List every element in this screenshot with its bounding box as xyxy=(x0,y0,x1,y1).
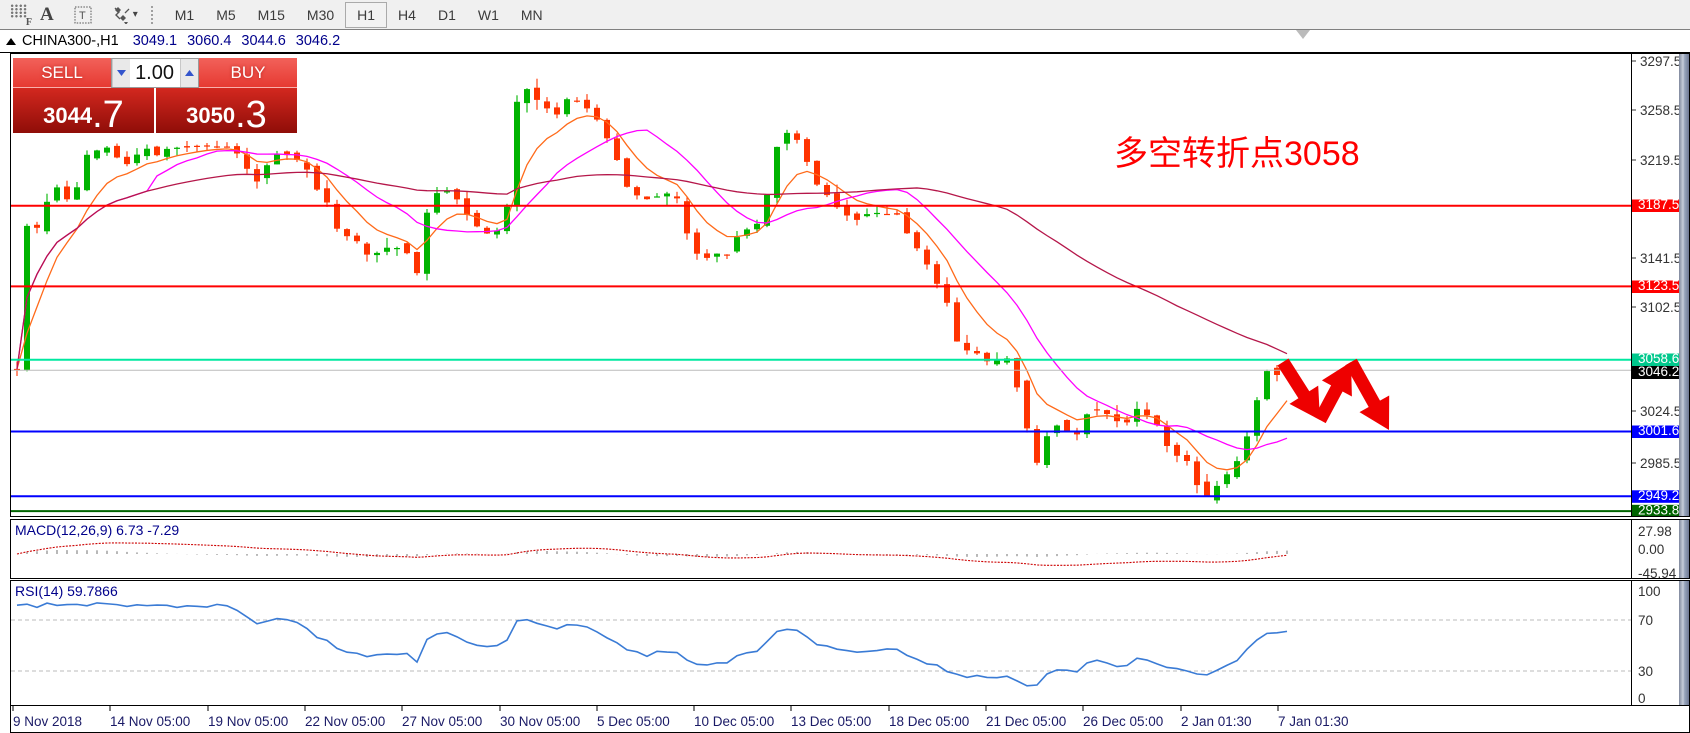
svg-text:多空转折点3058: 多空转折点3058 xyxy=(1114,135,1360,173)
svg-text:3001.6: 3001.6 xyxy=(1638,423,1679,438)
svg-text:14 Nov 05:00: 14 Nov 05:00 xyxy=(110,714,190,729)
svg-text:3297.5: 3297.5 xyxy=(1640,54,1681,69)
svg-text:3102.5: 3102.5 xyxy=(1640,300,1681,315)
svg-text:0: 0 xyxy=(1638,691,1646,706)
svg-text:3258.5: 3258.5 xyxy=(1640,103,1681,118)
svg-text:0.00: 0.00 xyxy=(1638,542,1664,557)
svg-text:2985.5: 2985.5 xyxy=(1640,456,1681,471)
svg-text:3187.5: 3187.5 xyxy=(1638,197,1679,212)
svg-text:21 Dec 05:00: 21 Dec 05:00 xyxy=(986,714,1066,729)
svg-text:100: 100 xyxy=(1638,584,1661,599)
svg-text:70: 70 xyxy=(1638,613,1653,628)
svg-text:30: 30 xyxy=(1638,664,1653,679)
svg-text:3046.2: 3046.2 xyxy=(1638,364,1679,379)
svg-text:22 Nov 05:00: 22 Nov 05:00 xyxy=(305,714,385,729)
svg-text:10 Dec 05:00: 10 Dec 05:00 xyxy=(694,714,774,729)
svg-text:30 Nov 05:00: 30 Nov 05:00 xyxy=(500,714,580,729)
svg-text:3141.5: 3141.5 xyxy=(1640,251,1681,266)
svg-text:3219.5: 3219.5 xyxy=(1640,153,1681,168)
svg-text:27 Nov 05:00: 27 Nov 05:00 xyxy=(402,714,482,729)
svg-text:-45.94: -45.94 xyxy=(1638,566,1677,579)
svg-text:19 Nov 05:00: 19 Nov 05:00 xyxy=(208,714,288,729)
svg-text:2949.2: 2949.2 xyxy=(1638,488,1679,503)
svg-text:13 Dec 05:00: 13 Dec 05:00 xyxy=(791,714,871,729)
svg-text:27.98: 27.98 xyxy=(1638,524,1672,539)
svg-text:18 Dec 05:00: 18 Dec 05:00 xyxy=(889,714,969,729)
svg-text:2933.8: 2933.8 xyxy=(1638,503,1679,518)
svg-text:T: T xyxy=(79,10,86,22)
svg-text:7 Jan 01:30: 7 Jan 01:30 xyxy=(1278,714,1349,729)
svg-text:9 Nov 2018: 9 Nov 2018 xyxy=(13,714,82,729)
svg-text:2 Jan 01:30: 2 Jan 01:30 xyxy=(1181,714,1252,729)
svg-text:3123.5: 3123.5 xyxy=(1638,278,1679,293)
svg-text:3024.5: 3024.5 xyxy=(1640,404,1681,419)
svg-text:26 Dec 05:00: 26 Dec 05:00 xyxy=(1083,714,1163,729)
svg-text:5 Dec 05:00: 5 Dec 05:00 xyxy=(597,714,670,729)
